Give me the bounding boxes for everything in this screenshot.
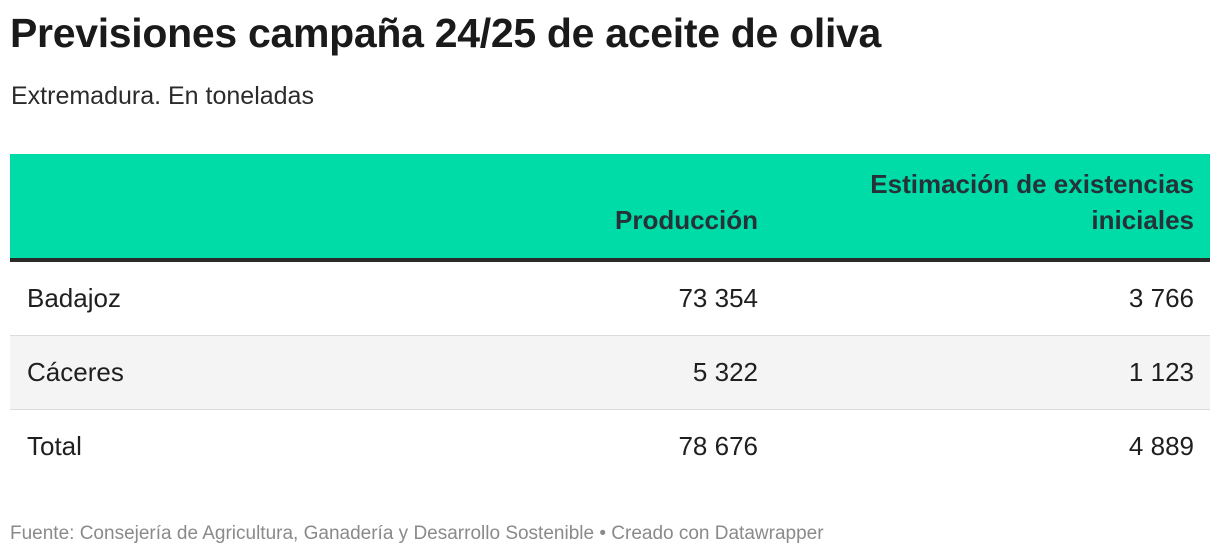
- column-header-existencias: Estimación de existencias iniciales: [870, 169, 1194, 235]
- produccion-value: 78 676: [678, 431, 758, 461]
- data-table: Producción Estimación de existencias ini…: [10, 154, 1210, 483]
- chart-subtitle: Extremadura. En toneladas: [11, 82, 314, 110]
- existencias-value: 3 766: [1128, 283, 1194, 313]
- produccion-value: 5 322: [692, 357, 758, 387]
- table-header: Producción Estimación de existencias ini…: [10, 154, 1210, 262]
- produccion-value: 73 354: [678, 283, 758, 313]
- existencias-value: 1 123: [1128, 357, 1194, 387]
- credit-note: Creado con Datawrapper: [611, 523, 824, 544]
- table-row: Badajoz 73 354 3 766: [10, 262, 1210, 336]
- chart-title: Previsiones campaña 24/25 de aceite de o…: [10, 10, 882, 56]
- column-header-produccion: Producción: [614, 205, 758, 235]
- row-label: Badajoz: [27, 283, 121, 313]
- table-body: Badajoz 73 354 3 766 Cáceres 5 322 1 123…: [10, 262, 1210, 483]
- table-row: Total 78 676 4 889: [10, 410, 1210, 483]
- table-row: Cáceres 5 322 1 123: [10, 336, 1210, 410]
- row-label: Total: [27, 431, 82, 461]
- source-note: Fuente: Consejería de Agricultura, Ganad…: [10, 523, 595, 544]
- chart-footer: Fuente: Consejería de Agricultura, Ganad…: [10, 523, 824, 545]
- footer-separator: •: [594, 523, 612, 544]
- row-label: Cáceres: [27, 357, 124, 387]
- existencias-value: 4 889: [1128, 431, 1194, 461]
